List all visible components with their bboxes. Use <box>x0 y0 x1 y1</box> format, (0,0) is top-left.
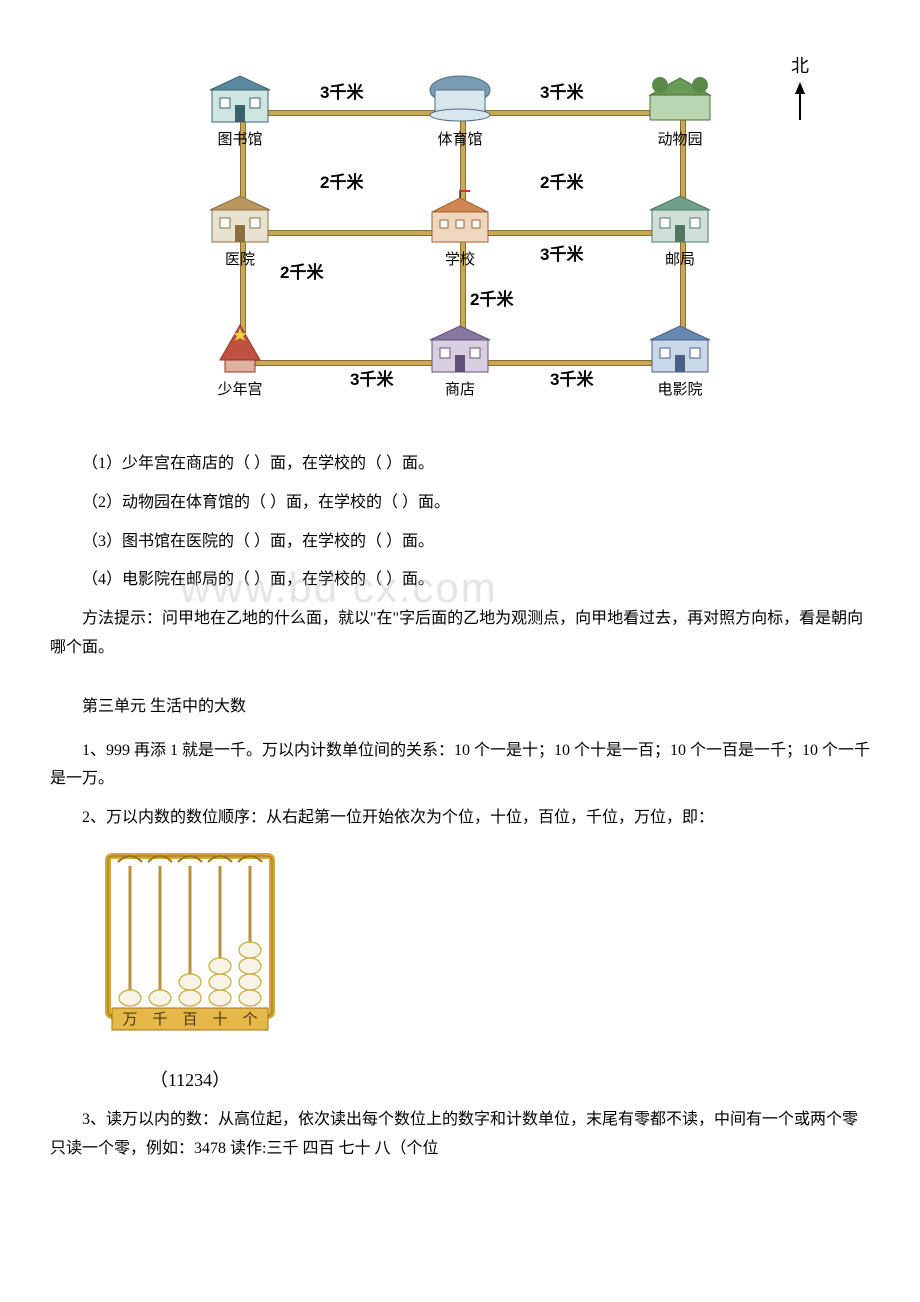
distance-label: 3千米 <box>350 365 393 396</box>
map-node-cinema: 电影院 <box>630 320 730 404</box>
unit3-p2: 2、万以内数的数位顺序：从右起第一位开始依次为个位，十位，百位，千位，万位，即： <box>50 804 870 833</box>
svg-text:百: 百 <box>182 1012 197 1028</box>
map-node-post: 邮局 <box>630 190 730 274</box>
building-icon <box>420 320 500 375</box>
north-arrow-icon <box>790 82 810 122</box>
distance-label: 2千米 <box>280 258 323 289</box>
svg-text:千: 千 <box>152 1011 167 1028</box>
north-label: 北 <box>791 56 809 76</box>
building-icon <box>420 70 500 125</box>
question-1: （1）少年宫在商店的（ ）面，在学校的（ ）面。 <box>50 450 870 479</box>
map-node-stadium: 体育馆 <box>410 70 510 154</box>
question-4: （4）电影院在邮局的（ ）面，在学校的（ ）面。 <box>50 566 870 595</box>
node-label: 动物园 <box>630 127 730 154</box>
map-diagram: 北 图书馆 体育馆 动物园 <box>150 60 770 420</box>
unit3-p1: 1、999 再添 1 就是一千。万以内计数单位间的关系：10 个一是十；10 个… <box>50 737 870 795</box>
distance-label: 2千米 <box>320 168 363 199</box>
node-label: 少年宫 <box>190 377 290 404</box>
node-label: 电影院 <box>630 377 730 404</box>
method-hint: 方法提示：问甲地在乙地的什么面，就以"在"字后面的乙地为观测点，向甲地看过去，再… <box>50 605 870 663</box>
abacus-figure: 万千百十个 （11234） <box>100 848 870 1096</box>
abacus-icon: 万千百十个 <box>100 848 280 1048</box>
question-3: （3）图书馆在医院的（ ）面，在学校的（ ）面。 <box>50 528 870 557</box>
node-label: 学校 <box>410 247 510 274</box>
distance-label: 3千米 <box>320 78 363 109</box>
building-icon <box>420 190 500 245</box>
unit3-title: 第三单元 生活中的大数 <box>50 693 870 722</box>
building-icon <box>640 190 720 245</box>
north-indicator: 北 <box>790 50 810 122</box>
svg-text:个: 个 <box>242 1011 257 1028</box>
map-node-zoo: 动物园 <box>630 70 730 154</box>
map-node-hospital: 医院 <box>190 190 290 274</box>
building-icon <box>200 70 280 125</box>
map-node-library: 图书馆 <box>190 70 290 154</box>
abacus-caption: （11234） <box>100 1064 280 1096</box>
distance-label: 3千米 <box>540 78 583 109</box>
building-icon <box>200 320 280 375</box>
distance-label: 2千米 <box>540 168 583 199</box>
svg-text:万: 万 <box>122 1012 137 1028</box>
distance-label: 2千米 <box>470 285 513 316</box>
unit3-p3: 3、读万以内的数：从高位起，依次读出每个数位上的数字和计数单位，末尾有零都不读，… <box>50 1106 870 1164</box>
building-icon <box>640 320 720 375</box>
node-label: 邮局 <box>630 247 730 274</box>
node-label: 商店 <box>410 377 510 404</box>
node-label: 医院 <box>190 247 290 274</box>
node-label: 图书馆 <box>190 127 290 154</box>
building-icon <box>200 190 280 245</box>
distance-label: 3千米 <box>550 365 593 396</box>
node-label: 体育馆 <box>410 127 510 154</box>
distance-label: 3千米 <box>540 240 583 271</box>
map-node-shop: 商店 <box>410 320 510 404</box>
question-2: （2）动物园在体育馆的（ ）面，在学校的（ ）面。 <box>50 489 870 518</box>
map-node-school: 学校 <box>410 190 510 274</box>
svg-text:十: 十 <box>212 1011 227 1028</box>
map-node-palace: 少年宫 <box>190 320 290 404</box>
building-icon <box>640 70 720 125</box>
